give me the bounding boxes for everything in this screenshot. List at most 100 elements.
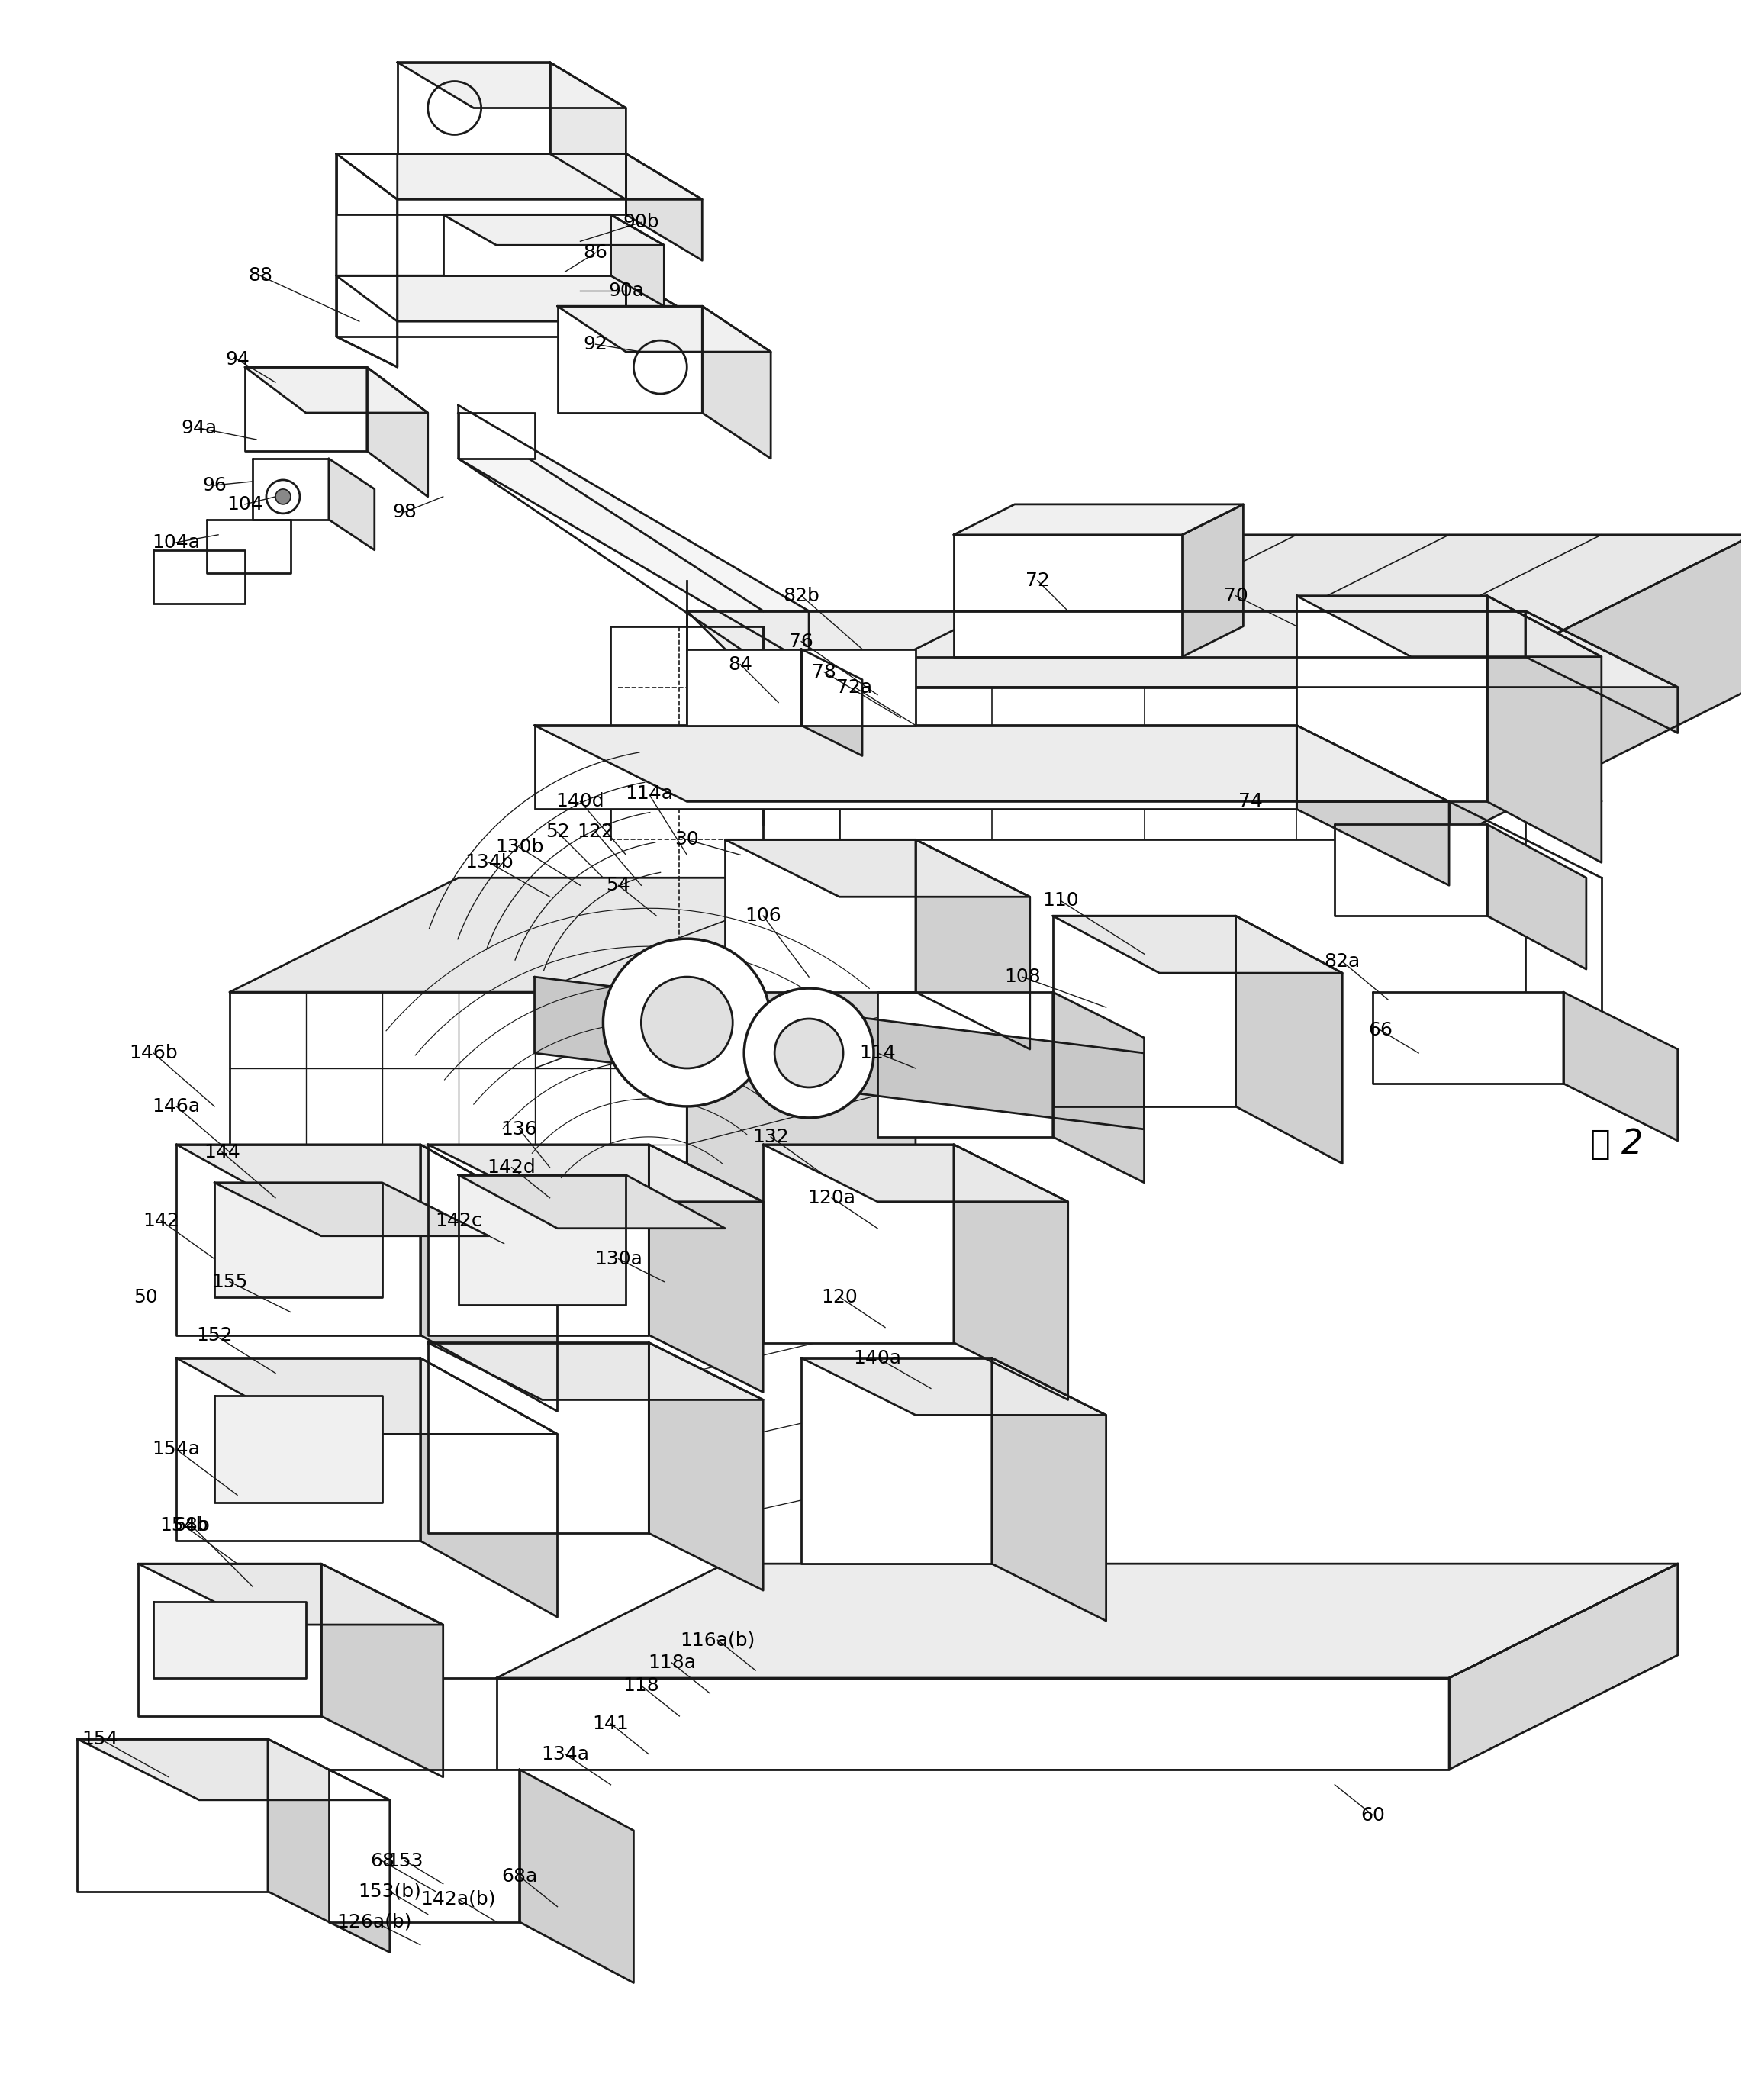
Text: 90b: 90b — [624, 212, 660, 231]
Polygon shape — [763, 1145, 953, 1342]
Text: 142c: 142c — [436, 1212, 483, 1231]
Polygon shape — [611, 214, 664, 307]
Polygon shape — [725, 840, 1030, 897]
Polygon shape — [1373, 991, 1563, 1084]
Text: 60: 60 — [1361, 1806, 1385, 1825]
Text: 136: 136 — [502, 1119, 538, 1138]
Polygon shape — [648, 1342, 763, 1590]
Polygon shape — [253, 458, 329, 519]
Text: 30: 30 — [674, 830, 699, 848]
Polygon shape — [1334, 825, 1488, 916]
Polygon shape — [625, 275, 702, 382]
Polygon shape — [953, 504, 1244, 536]
Text: 74: 74 — [1239, 792, 1263, 811]
Polygon shape — [458, 1176, 725, 1228]
Text: 108: 108 — [1003, 968, 1040, 987]
Text: 126a(b): 126a(b) — [336, 1913, 413, 1932]
Text: 140d: 140d — [556, 792, 604, 811]
Text: 図 2: 図 2 — [1590, 1128, 1643, 1161]
Text: 152: 152 — [197, 1325, 233, 1344]
Polygon shape — [801, 1359, 1106, 1415]
Text: 68a: 68a — [502, 1867, 537, 1886]
Text: 142d: 142d — [488, 1159, 537, 1176]
Text: 130a: 130a — [594, 1250, 643, 1268]
Polygon shape — [336, 153, 625, 214]
Circle shape — [275, 489, 291, 504]
Text: 154a: 154a — [152, 1441, 200, 1460]
Text: 130b: 130b — [495, 838, 544, 857]
Text: 92: 92 — [584, 336, 608, 353]
Polygon shape — [176, 1359, 557, 1434]
Polygon shape — [801, 649, 916, 724]
Polygon shape — [1296, 724, 1449, 886]
Polygon shape — [458, 1176, 625, 1304]
Polygon shape — [246, 368, 368, 452]
Text: 118a: 118a — [648, 1653, 695, 1672]
Polygon shape — [648, 1145, 763, 1392]
Circle shape — [775, 1018, 843, 1088]
Polygon shape — [429, 1342, 648, 1533]
Text: 114: 114 — [859, 1044, 895, 1063]
Text: 82a: 82a — [1324, 953, 1361, 970]
Polygon shape — [801, 1359, 991, 1564]
Text: 70: 70 — [1223, 586, 1247, 605]
Polygon shape — [686, 649, 801, 724]
Polygon shape — [420, 1359, 557, 1617]
Polygon shape — [336, 275, 702, 321]
Polygon shape — [176, 1145, 420, 1336]
Polygon shape — [1296, 596, 1488, 802]
Text: 84: 84 — [728, 655, 753, 674]
Polygon shape — [138, 1564, 321, 1716]
Polygon shape — [496, 1678, 1449, 1770]
Text: 141: 141 — [592, 1714, 629, 1733]
Polygon shape — [557, 307, 702, 414]
Polygon shape — [214, 1182, 490, 1237]
Polygon shape — [1052, 916, 1343, 972]
Polygon shape — [336, 275, 625, 336]
Polygon shape — [429, 1342, 763, 1401]
Text: 114a: 114a — [625, 785, 672, 802]
Polygon shape — [77, 1739, 268, 1892]
Polygon shape — [725, 840, 916, 991]
Text: 110: 110 — [1042, 892, 1078, 909]
Text: 122: 122 — [577, 823, 613, 842]
Polygon shape — [336, 153, 397, 368]
Text: 155: 155 — [211, 1273, 247, 1292]
Polygon shape — [442, 214, 664, 246]
Polygon shape — [840, 536, 1742, 687]
Polygon shape — [702, 307, 770, 458]
Text: 144: 144 — [204, 1142, 240, 1161]
Text: 153: 153 — [387, 1852, 423, 1871]
Text: 142: 142 — [143, 1212, 179, 1231]
Text: 154b: 154b — [160, 1516, 209, 1535]
Polygon shape — [138, 1564, 442, 1625]
Polygon shape — [1449, 536, 1742, 840]
Polygon shape — [230, 878, 916, 991]
Polygon shape — [329, 458, 375, 550]
Polygon shape — [1449, 1564, 1678, 1770]
Text: 72a: 72a — [836, 678, 873, 697]
Text: 98: 98 — [392, 502, 416, 521]
Polygon shape — [686, 611, 1526, 657]
Text: 90a: 90a — [608, 281, 645, 300]
Polygon shape — [429, 1145, 763, 1201]
Text: 146a: 146a — [152, 1096, 200, 1115]
Text: 82b: 82b — [782, 586, 819, 605]
Polygon shape — [1235, 916, 1343, 1163]
Polygon shape — [496, 1564, 1678, 1678]
Polygon shape — [519, 1770, 634, 1982]
Text: 120: 120 — [820, 1287, 857, 1306]
Polygon shape — [458, 414, 535, 458]
Text: 96: 96 — [202, 477, 226, 494]
Text: 72: 72 — [1026, 571, 1050, 590]
Polygon shape — [1488, 596, 1601, 863]
Polygon shape — [535, 724, 1296, 808]
Polygon shape — [368, 368, 429, 498]
Polygon shape — [535, 977, 1144, 1130]
Polygon shape — [397, 63, 625, 107]
Polygon shape — [953, 536, 1183, 657]
Polygon shape — [1526, 611, 1678, 733]
Text: 118: 118 — [624, 1676, 660, 1695]
Text: 94a: 94a — [181, 418, 218, 437]
Polygon shape — [336, 153, 702, 200]
